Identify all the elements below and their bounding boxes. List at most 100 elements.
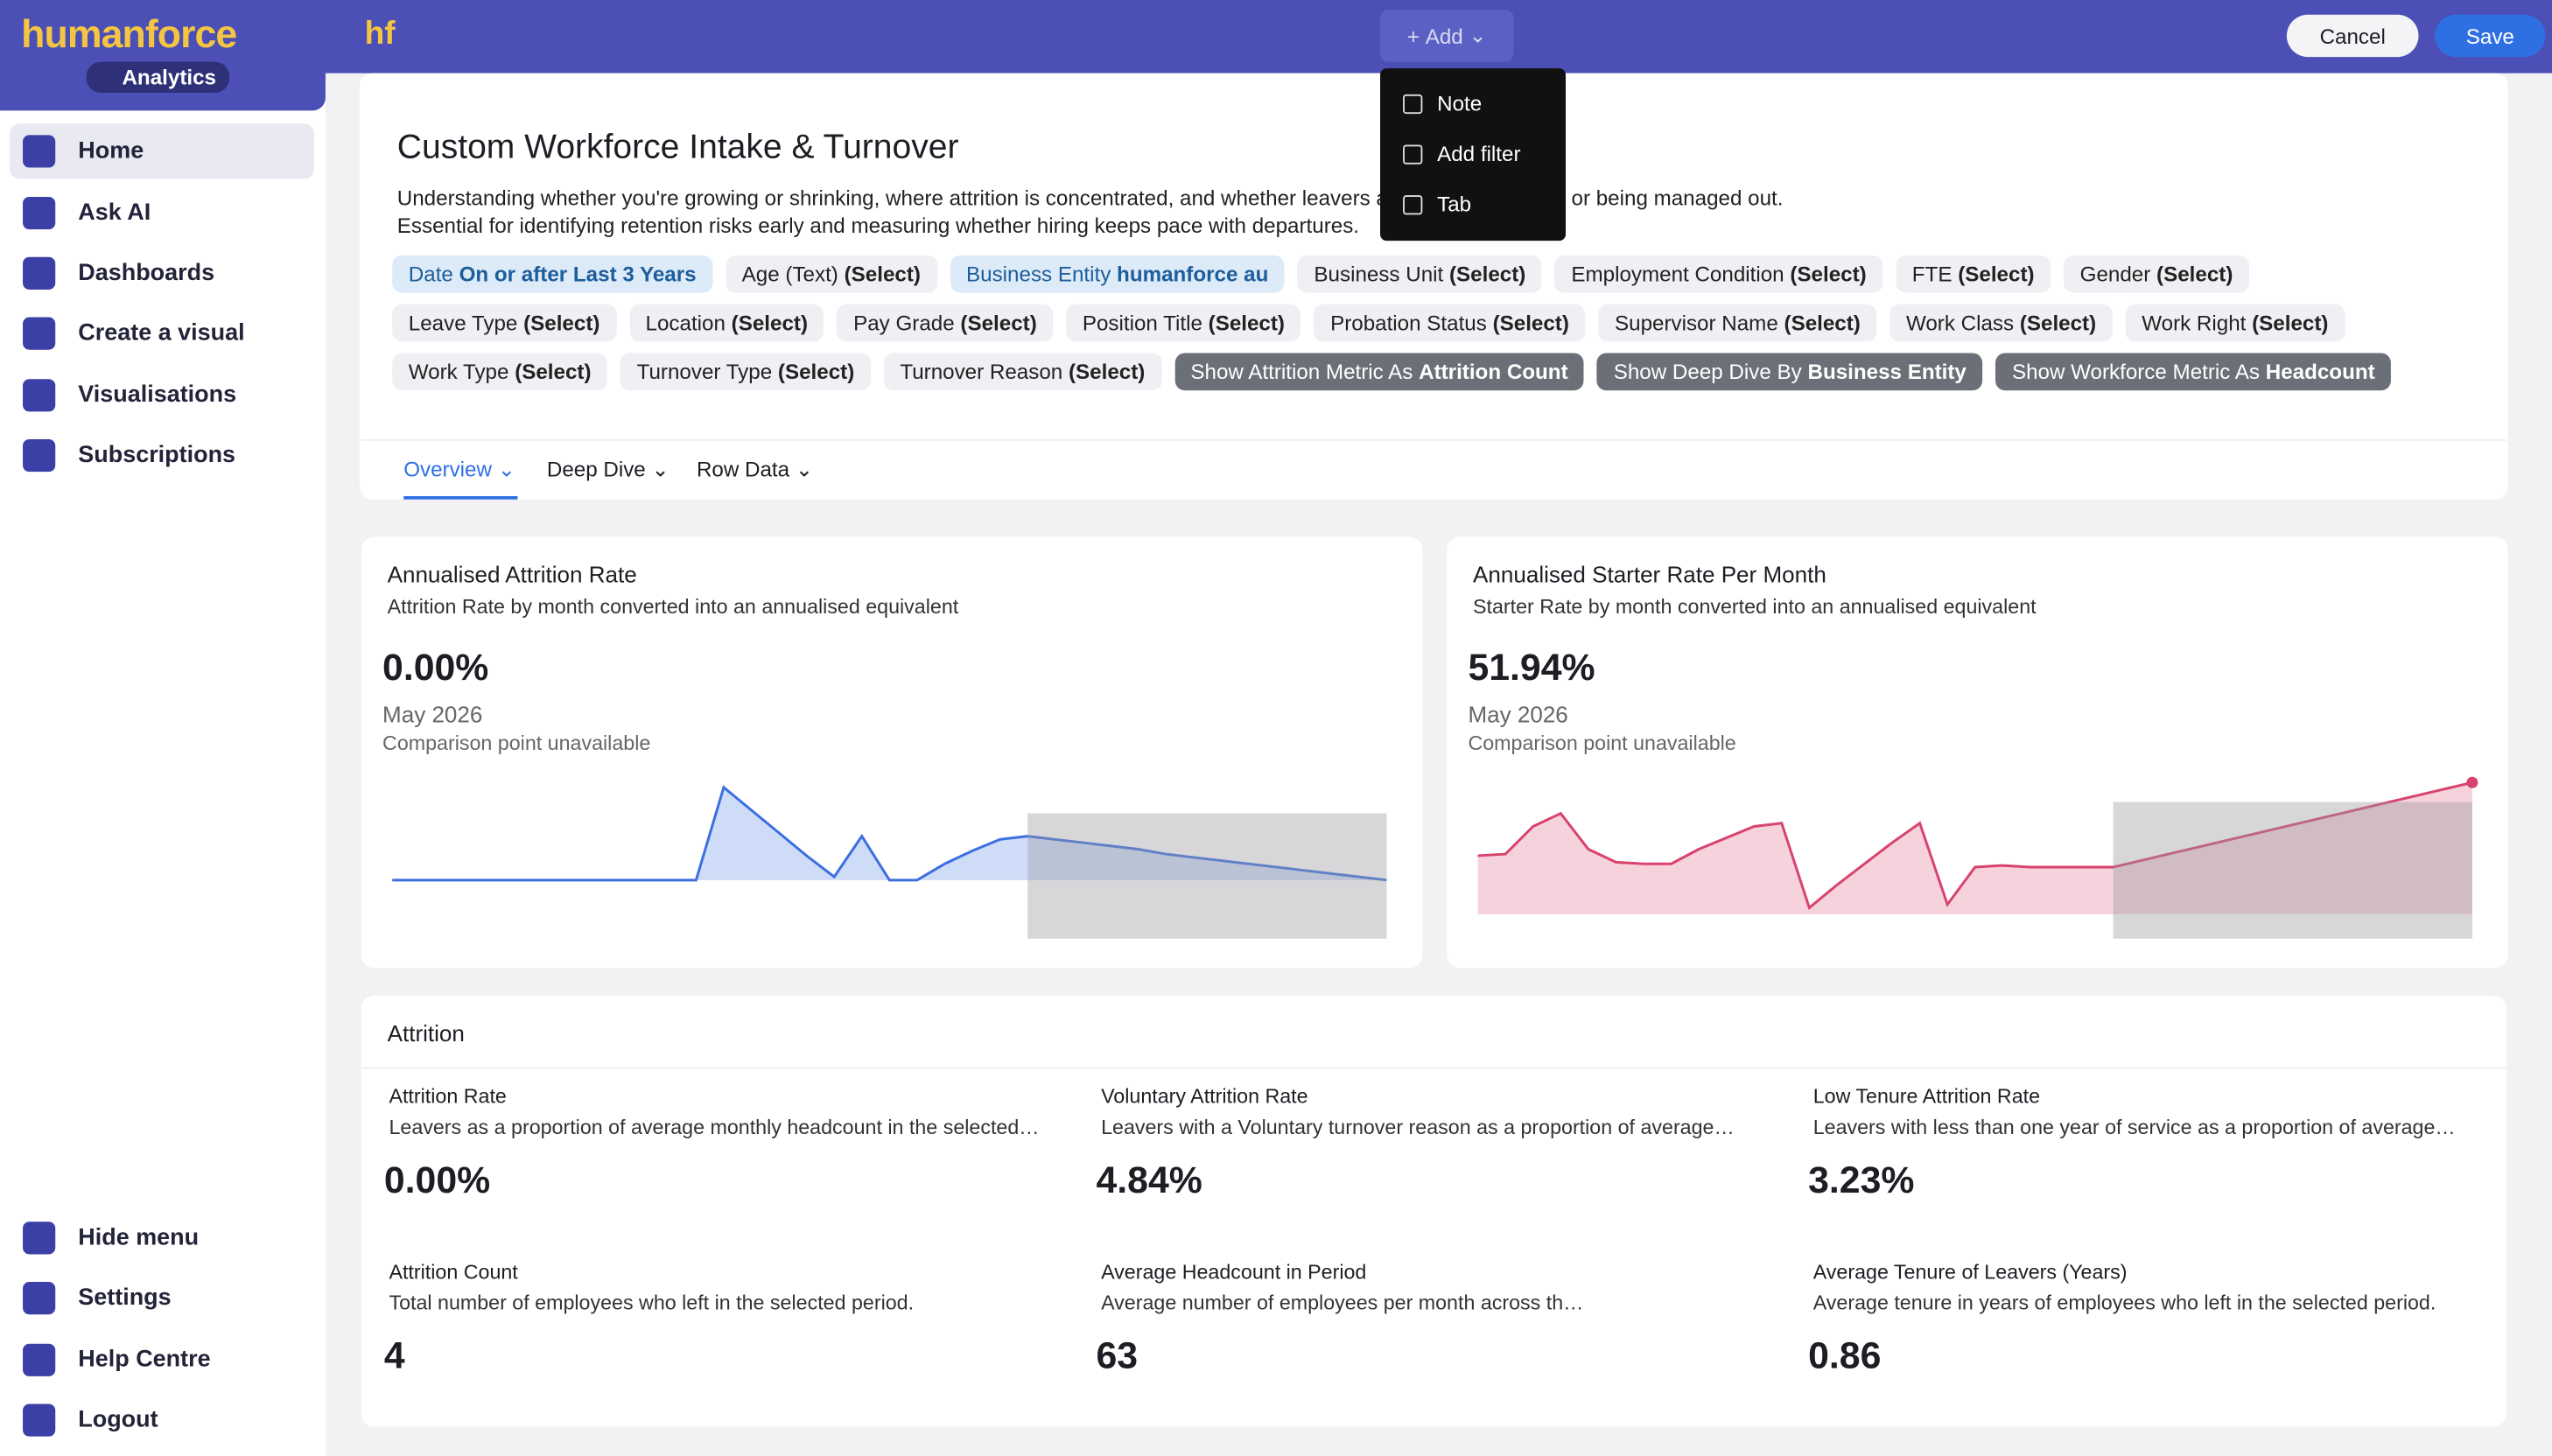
filter-value: (Select): [515, 359, 592, 384]
card-note: Comparison point unavailable: [1468, 732, 1736, 755]
filter-label: Show Workforce Metric As: [2011, 359, 2260, 384]
filter-chip[interactable]: Work Type (Select): [392, 353, 608, 391]
metric-value: 63: [1096, 1334, 1139, 1376]
tabs: Overview ⌄ Deep Dive ⌄ Row Data ⌄: [361, 438, 2506, 503]
filter-label: Work Type: [408, 359, 509, 384]
filter-chip[interactable]: Age (Text) (Select): [726, 255, 937, 293]
save-button[interactable]: Save: [2435, 14, 2546, 58]
filter-value: (Select): [2019, 311, 2097, 335]
filter-value: (Select): [2252, 311, 2329, 335]
filter-label: Probation Status: [1330, 311, 1487, 335]
filter-value: (Select): [1448, 262, 1526, 287]
menu-item[interactable]: Note: [1403, 91, 1482, 116]
card-note: Comparison point unavailable: [382, 732, 651, 755]
card-period: May 2026: [1468, 701, 1568, 728]
nav-item[interactable]: Create a visual: [10, 306, 314, 361]
filter-value: (Select): [1784, 311, 1861, 335]
tab[interactable]: Overview ⌄: [403, 457, 515, 482]
nav-label: Hide menu: [78, 1224, 200, 1251]
cancel-button[interactable]: Cancel: [2286, 14, 2419, 58]
filter-chip[interactable]: Employment Condition (Select): [1554, 255, 1883, 293]
metric-desc: Leavers as a proportion of average month…: [389, 1116, 1040, 1139]
logo-small: hf: [364, 16, 396, 52]
filter-chip[interactable]: FTE (Select): [1896, 255, 2051, 293]
filter-chip[interactable]: Supervisor Name (Select): [1598, 304, 1877, 342]
filter-label: Gender: [2079, 262, 2151, 287]
nav-item[interactable]: Subscriptions: [10, 428, 314, 483]
nav-item[interactable]: Logout: [10, 1392, 314, 1447]
card-title: Annualised Starter Rate Per Month: [1473, 561, 1826, 588]
nav-icon: [23, 317, 56, 350]
nav-icon: [23, 135, 56, 168]
filter-value: (Select): [2156, 262, 2233, 287]
card-value: 0.00%: [382, 646, 489, 689]
add-button[interactable]: + Add ⌄: [1380, 10, 1514, 62]
metric-desc: Average number of employees per month ac…: [1101, 1292, 1584, 1315]
filter-chip[interactable]: Date On or after Last 3 Years: [392, 255, 713, 293]
filter-label: Show Attrition Metric As: [1190, 359, 1413, 384]
add-label: Add: [1425, 23, 1463, 48]
filter-label: Leave Type: [408, 311, 518, 335]
divider: [361, 1067, 2506, 1069]
nav-item[interactable]: Help Centre: [10, 1333, 314, 1388]
filter-chip[interactable]: Work Right (Select): [2125, 304, 2345, 342]
filter-chip[interactable]: Leave Type (Select): [392, 304, 617, 342]
nav-item[interactable]: Visualisations: [10, 368, 314, 423]
filter-chip[interactable]: Business Unit (Select): [1297, 255, 1542, 293]
filter-label: Show Deep Dive By: [1613, 359, 1802, 384]
filter-value: Headcount: [2265, 359, 2375, 384]
tab[interactable]: Deep Dive ⌄: [546, 457, 670, 482]
nav-icon: [23, 1343, 56, 1376]
filter-chip[interactable]: Turnover Type (Select): [620, 353, 871, 391]
nav-label: Settings: [78, 1284, 172, 1312]
filter-chip[interactable]: Business Entity humanforce au: [950, 255, 1285, 293]
filter-chip[interactable]: Pay Grade (Select): [837, 304, 1054, 342]
add-menu: Note Add filter Tab: [1380, 68, 1567, 242]
filter-label: FTE: [1911, 262, 1953, 287]
filter-chip[interactable]: Show Deep Dive By Business Entity: [1597, 353, 1983, 391]
tab-label: Overview: [403, 457, 492, 482]
nav-item[interactable]: Settings: [10, 1270, 314, 1326]
filter-chip[interactable]: Work Class (Select): [1889, 304, 2113, 342]
filter-value: humanforce au: [1117, 262, 1269, 287]
metric-value: 0.00%: [383, 1158, 491, 1201]
filter-value: (Select): [523, 311, 600, 335]
card-subtitle: Starter Rate by month converted into an …: [1473, 595, 2037, 619]
filter-label: Business Entity: [966, 262, 1111, 287]
filter-label: Age (Text): [741, 262, 838, 287]
filter-value: Business Entity: [1807, 359, 1967, 384]
filter-chip[interactable]: Gender (Select): [2064, 255, 2249, 293]
filter-chip[interactable]: Show Workforce Metric As Headcount: [1995, 353, 2392, 391]
nav-item[interactable]: Dashboards: [10, 246, 314, 301]
filter-value: (Select): [1492, 311, 1569, 335]
filter-value: Attrition Count: [1419, 359, 1568, 384]
filter-chip[interactable]: Position Title (Select): [1066, 304, 1301, 342]
nav-item[interactable]: Hide menu: [10, 1210, 314, 1265]
metric-value: 0.86: [1808, 1334, 1882, 1376]
filter-chip[interactable]: Show Attrition Metric As Attrition Count: [1174, 353, 1585, 391]
brand: humanforce Analytics: [0, 0, 326, 111]
logo: humanforce: [21, 12, 237, 58]
filter-chip[interactable]: Probation Status (Select): [1314, 304, 1586, 342]
filter-label: Position Title: [1082, 311, 1202, 335]
filter-value: (Select): [777, 359, 855, 384]
filter-value: (Select): [1208, 311, 1286, 335]
filter-value: (Select): [1958, 262, 2035, 287]
nav-icon: [23, 196, 56, 230]
filter-label: Work Right: [2142, 311, 2247, 335]
nav-label: Subscriptions: [78, 442, 236, 469]
menu-item[interactable]: Add filter: [1403, 142, 1521, 166]
nav-item[interactable]: Ask AI: [10, 186, 314, 241]
description: Understanding whether you're growing or …: [396, 185, 1784, 210]
tab-underline: [403, 496, 518, 500]
nav-item[interactable]: Home: [10, 123, 314, 179]
attrition-card: [361, 995, 2506, 1427]
card-period: May 2026: [382, 701, 483, 728]
filter-label: Employment Condition: [1571, 262, 1784, 287]
filter-chip[interactable]: Turnover Reason (Select): [883, 353, 1161, 391]
tab[interactable]: Row Data ⌄: [696, 457, 814, 482]
menu-item[interactable]: Tab: [1403, 192, 1471, 216]
filter-chip[interactable]: Location (Select): [628, 304, 824, 342]
